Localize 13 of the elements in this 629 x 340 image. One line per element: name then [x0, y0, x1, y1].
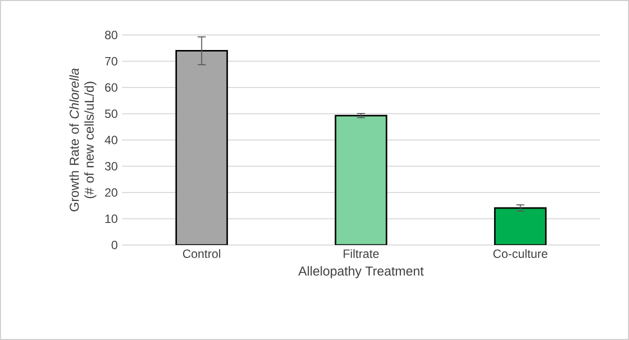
y-tick-label: 60: [105, 83, 118, 92]
x-axis-title: Allelopathy Treatment: [298, 266, 424, 278]
y-tick-label: 30: [104, 162, 118, 170]
y-tick-label: 50: [105, 110, 118, 118]
x-tick-label: Control: [183, 249, 220, 258]
x-tick-label: Filtrate: [344, 249, 379, 258]
y-tick-label: 70: [105, 57, 118, 66]
y-tick-label: 20: [105, 188, 118, 197]
y-tick-label: 10: [105, 214, 118, 223]
y-tick-label: 80: [105, 30, 118, 40]
x-tick-label: Co-culture: [493, 249, 548, 258]
y-tick-label: 0: [112, 240, 118, 250]
y-tick-label: 40: [104, 136, 118, 144]
